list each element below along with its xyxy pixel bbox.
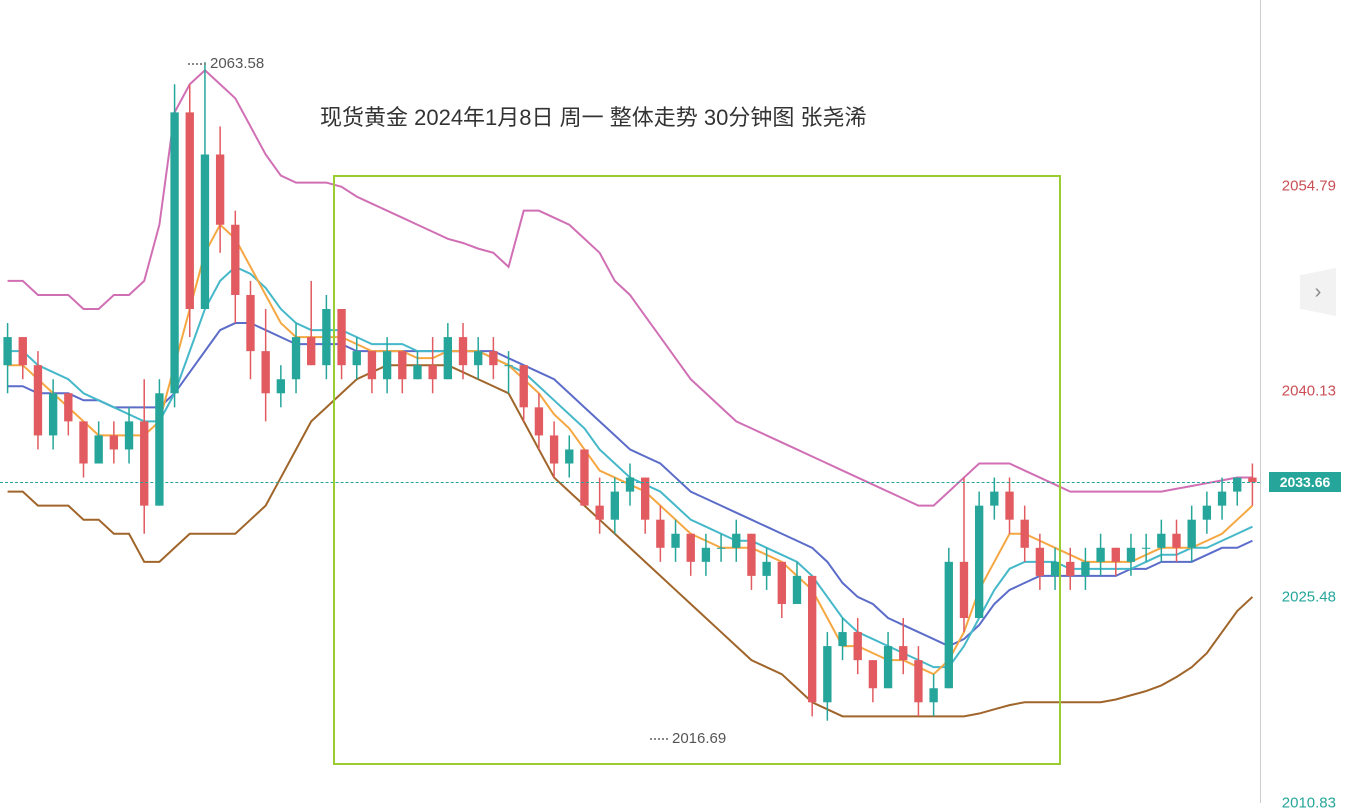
- y-axis-label: 2025.48: [1282, 589, 1336, 606]
- y-axis: 2054.792040.132025.482010.832033.66: [1260, 0, 1346, 803]
- chart-container: 现货黄金 2024年1月8日 周一 整体走势 30分钟图 张尧浠 2063.58…: [0, 0, 1346, 803]
- price-annotation: 2063.58: [210, 55, 264, 72]
- price-annotation: 2016.69: [672, 730, 726, 747]
- expand-button[interactable]: ›: [1300, 268, 1336, 316]
- chevron-right-icon: ›: [1315, 281, 1322, 304]
- chart-title: 现货黄金 2024年1月8日 周一 整体走势 30分钟图 张尧浠: [320, 100, 866, 132]
- y-axis-label: 2010.83: [1282, 795, 1336, 812]
- chart-plot-area[interactable]: 现货黄金 2024年1月8日 周一 整体走势 30分钟图 张尧浠 2063.58…: [0, 0, 1260, 803]
- y-axis-label: 2054.79: [1282, 177, 1336, 194]
- highlight-rectangle: [333, 175, 1061, 765]
- y-axis-label: 2040.13: [1282, 383, 1336, 400]
- current-price-badge: 2033.66: [1269, 472, 1341, 492]
